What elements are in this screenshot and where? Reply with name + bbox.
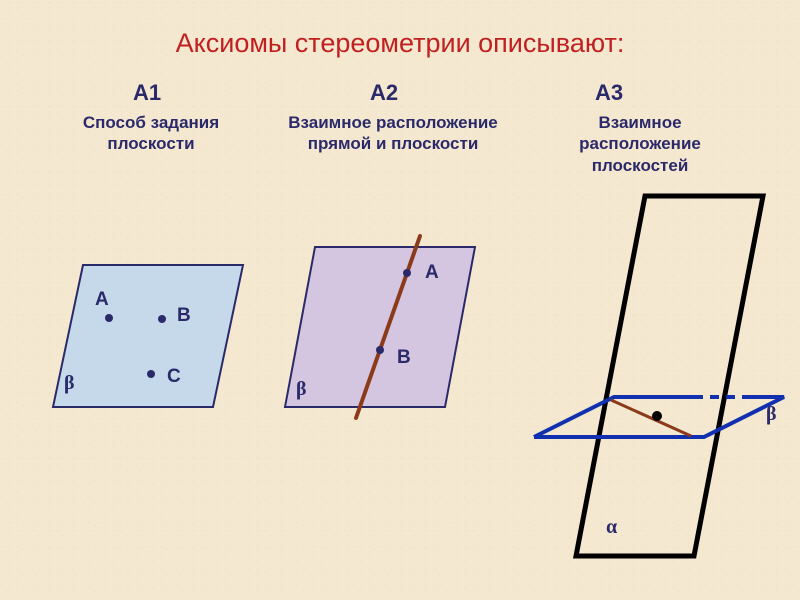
diagrams-svg [0, 0, 800, 600]
d3-beta: β [766, 403, 777, 426]
d1-label-b: B [177, 305, 191, 327]
d2-dot-a [403, 269, 411, 277]
d3-plane-vertical [576, 196, 763, 556]
d1-dot-b [158, 315, 166, 323]
d3-center-dot [652, 411, 662, 421]
d2-label-a: A [425, 262, 439, 284]
d2-dot-b [376, 346, 384, 354]
d2-label-b: B [397, 347, 411, 369]
d1-dot-a [105, 314, 113, 322]
d1-label-a: A [95, 289, 109, 311]
d2-plane [285, 247, 475, 407]
d1-label-c: C [167, 366, 181, 388]
d3-intersection-line [611, 400, 691, 436]
d1-beta: β [64, 372, 75, 395]
d1-plane [53, 265, 243, 407]
d3-alpha: α [606, 516, 617, 539]
d2-beta: β [296, 378, 307, 401]
d1-dot-c [147, 370, 155, 378]
